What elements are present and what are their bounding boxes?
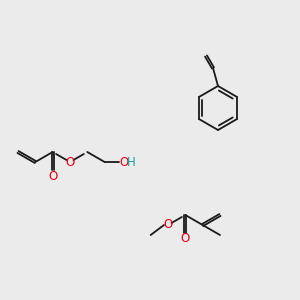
Text: O: O [164, 218, 172, 232]
Text: O: O [65, 155, 75, 169]
Text: O: O [181, 232, 190, 245]
Text: O: O [119, 155, 128, 169]
Text: H: H [127, 155, 136, 169]
Text: O: O [48, 169, 57, 182]
